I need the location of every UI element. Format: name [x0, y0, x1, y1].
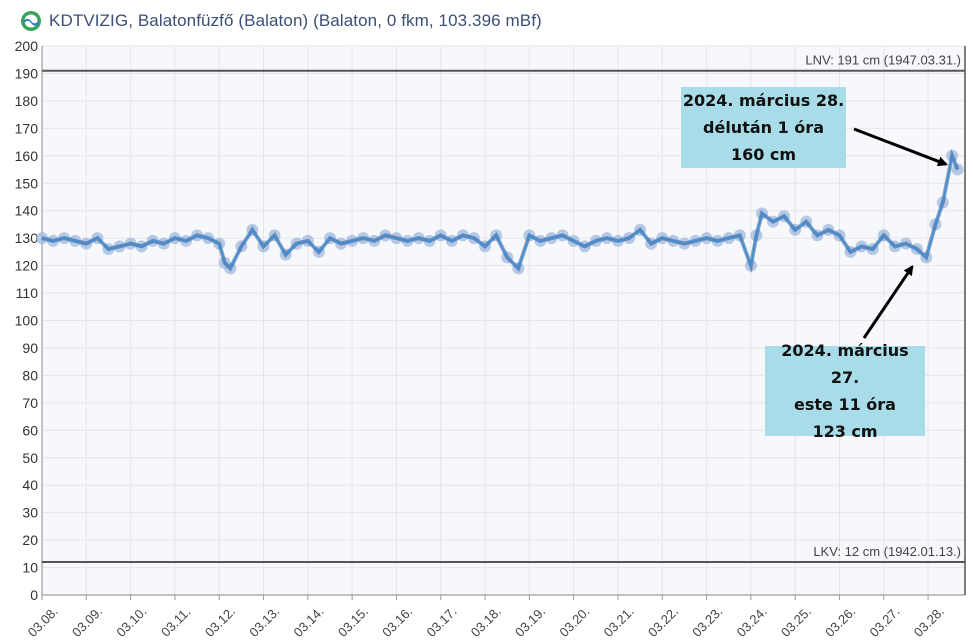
x-tick-label: 03.22. — [645, 604, 681, 640]
x-tick-label: 03.14. — [291, 604, 327, 640]
annotation-line: 2024. március 28. — [682, 91, 845, 110]
y-tick-label: 180 — [15, 93, 39, 109]
x-tick-label: 03.25. — [778, 604, 814, 640]
y-tick-label: 130 — [15, 230, 39, 246]
y-tick-label: 200 — [15, 38, 39, 54]
x-tick-label: 03.23. — [689, 604, 725, 640]
x-tick-label: 03.08. — [25, 604, 61, 640]
x-tick-label: 03.27. — [867, 604, 903, 640]
arrow-icon — [853, 127, 948, 167]
x-tick-label: 03.09. — [69, 604, 105, 640]
x-tick-label: 03.20. — [556, 604, 592, 640]
y-tick-label: 40 — [22, 477, 38, 493]
x-tick-label: 03.28. — [911, 604, 947, 640]
y-tick-label: 50 — [22, 450, 38, 466]
y-tick-label: 170 — [15, 120, 39, 136]
annotation-line: 160 cm — [730, 145, 797, 164]
chart-title: KDTVIZIG, Balatonfüzfő (Balaton) (Balato… — [49, 11, 542, 30]
y-tick-label: 60 — [22, 422, 38, 438]
y-tick-label: 80 — [22, 367, 38, 383]
x-tick-label: 03.12. — [202, 604, 238, 640]
x-tick-label: 03.15. — [335, 604, 371, 640]
chart-header: KDTVIZIG, Balatonfüzfő (Balaton) (Balato… — [20, 8, 542, 34]
y-tick-label: 90 — [22, 340, 38, 356]
y-tick-label: 140 — [15, 203, 39, 219]
y-tick-label: 30 — [22, 505, 38, 521]
annotation-line: 123 cm — [812, 422, 878, 441]
series-line — [41, 153, 959, 270]
y-tick-label: 190 — [15, 65, 39, 81]
y-tick-label: 10 — [22, 560, 38, 576]
y-tick-label: 0 — [30, 587, 38, 603]
annotation-line: este 11 óra — [794, 395, 896, 414]
x-tick-label: 03.24. — [734, 604, 770, 640]
y-tick-label: 160 — [15, 148, 39, 164]
kdtvizig-logo-icon — [21, 11, 41, 31]
y-tick-label: 110 — [16, 285, 39, 301]
annotation-line: délután 1 óra — [703, 118, 824, 137]
arrow-icon — [862, 264, 914, 339]
y-tick-label: 150 — [15, 175, 39, 191]
y-tick-label: 20 — [22, 532, 38, 548]
annotation-line: 2024. március 27. — [781, 341, 909, 387]
y-tick-label: 70 — [22, 395, 38, 411]
x-tick-label: 03.16. — [379, 604, 415, 640]
x-tick-label: 03.19. — [512, 604, 548, 640]
reference-line-label: LKV: 12 cm (1942.01.13.) — [813, 544, 961, 559]
y-tick-label: 120 — [15, 258, 39, 274]
annotation-box-low: 2024. március 27. este 11 óra 123 cm — [765, 341, 925, 441]
annotation-box-peak: 2024. március 28. délután 1 óra 160 cm — [681, 87, 846, 168]
x-tick-label: 03.21. — [601, 604, 637, 640]
x-tick-label: 03.10. — [113, 604, 149, 640]
x-tick-label: 03.11. — [158, 604, 193, 639]
reference-line-label: LNV: 191 cm (1947.03.31.) — [805, 53, 961, 68]
x-tick-label: 03.26. — [822, 604, 858, 640]
x-tick-label: 03.18. — [468, 604, 504, 640]
y-tick-label: 100 — [15, 313, 39, 329]
x-tick-label: 03.17. — [423, 604, 459, 640]
x-tick-label: 03.13. — [246, 604, 282, 640]
